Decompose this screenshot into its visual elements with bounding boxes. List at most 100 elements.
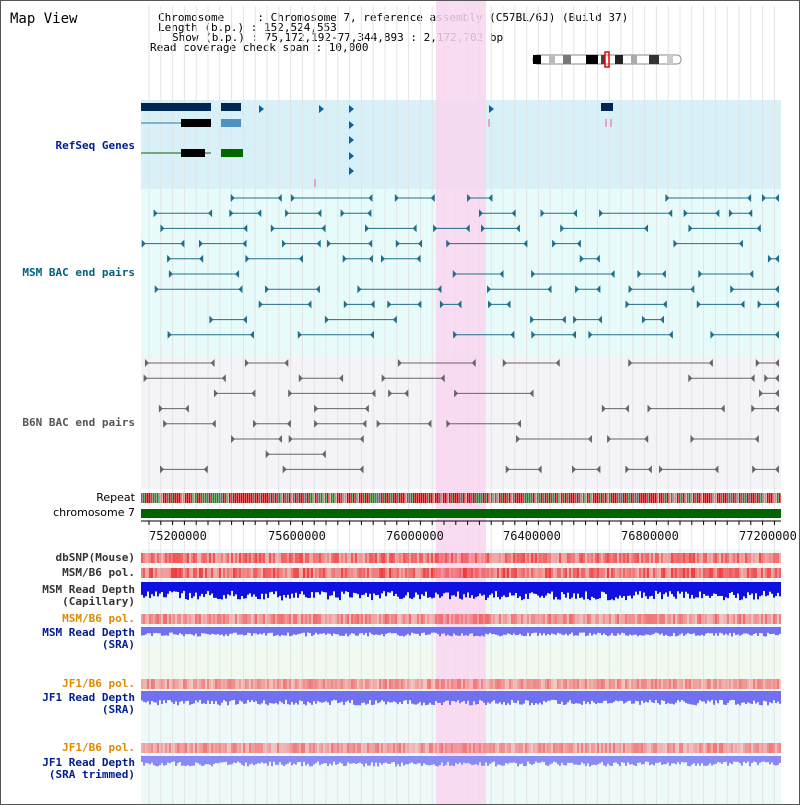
msm-sra-pol-heat <box>251 614 253 624</box>
jf1-pol2-heat <box>413 743 415 753</box>
track-label-b6n-bac[interactable]: B6N BAC end pairs <box>22 416 135 429</box>
track-label-repeat[interactable]: Repeat <box>96 491 135 504</box>
jf1-pol2-heat <box>445 743 447 753</box>
msm-sra-depth-bar <box>583 627 585 633</box>
repeat-feature <box>663 493 665 503</box>
msm-pol-heat <box>237 568 239 578</box>
track-label-refseq-genes[interactable]: RefSeq Genes <box>55 139 135 152</box>
jf1-pol2-heat <box>741 743 743 753</box>
jf1-pol2-heat <box>719 743 721 753</box>
msm-pol-heat <box>601 568 603 578</box>
track-label-dbsnp[interactable]: dbSNP(Mouse) <box>55 551 135 564</box>
msm-pol-heat <box>485 568 487 578</box>
jf1-pol-heat <box>257 679 259 689</box>
msm-pol-heat <box>249 568 251 578</box>
track-label-jf1-b6-pol-2[interactable]: JF1/B6 pol. <box>62 741 135 754</box>
jf1-pol2-heat <box>363 743 365 753</box>
jf1-trimmed-depth-bar <box>185 756 187 767</box>
msm-bac-pair-end <box>673 239 678 248</box>
msm-sra-depth-bar <box>763 627 765 637</box>
jf1-pol-heat <box>221 679 223 689</box>
dbsnp-heat <box>379 553 381 563</box>
msm-pol-heat <box>695 568 697 578</box>
msm-sra-depth-bar <box>589 627 591 633</box>
msm-sra-depth-bar <box>295 627 297 635</box>
repeat-feature <box>335 493 337 503</box>
dbsnp-heat <box>467 553 469 563</box>
repeat-feature <box>599 493 601 503</box>
dbsnp-heat <box>715 553 717 563</box>
jf1-pol2-heat <box>327 743 329 753</box>
dbsnp-heat <box>513 553 515 563</box>
msm-sra-pol-heat <box>305 614 307 624</box>
jf1-trimmed-depth-bar <box>383 756 385 764</box>
track-label-msm-read-depth-capillary[interactable]: MSM Read Depth (Capillary) <box>42 583 135 608</box>
track-label-msm-b6-pol-sra[interactable]: MSM/B6 pol. <box>62 612 135 625</box>
jf1-pol2-heat <box>325 743 327 753</box>
jf1-sra-depth-bar <box>453 691 455 702</box>
track-label-msm-bac[interactable]: MSM BAC end pairs <box>22 266 135 279</box>
msm-pol-heat <box>337 568 339 578</box>
msm-pol-heat <box>245 568 247 578</box>
msm-capillary-depth-bar <box>177 582 179 592</box>
track-label-jf1-read-depth-sra[interactable]: JF1 Read Depth (SRA) <box>42 691 135 716</box>
msm-capillary-depth-bar <box>547 582 549 594</box>
jf1-sra-depth-bar <box>735 691 737 705</box>
msm-sra-depth-bar <box>457 627 459 636</box>
jf1-pol2-heat <box>627 743 629 753</box>
msm-pol-heat <box>181 568 183 578</box>
jf1-trimmed-depth-bar <box>413 756 415 764</box>
jf1-trimmed-depth-bar <box>773 756 775 766</box>
jf1-pol-heat <box>685 679 687 689</box>
msm-capillary-depth-bar <box>435 582 437 593</box>
track-label-msm-read-depth-sra[interactable]: MSM Read Depth (SRA) <box>42 626 135 651</box>
dbsnp-heat <box>447 553 449 563</box>
jf1-sra-depth-bar <box>691 691 693 705</box>
track-label-msm-b6-pol[interactable]: MSM/B6 pol. <box>62 566 135 579</box>
track-label-jf1-read-depth-trimmed[interactable]: JF1 Read Depth (SRA trimmed) <box>42 756 135 781</box>
jf1-pol2-heat <box>289 743 291 753</box>
msm-sra-depth-bar <box>725 627 727 634</box>
dbsnp-heat <box>203 553 205 563</box>
dbsnp-heat <box>149 553 151 563</box>
jf1-pol-heat <box>297 679 299 689</box>
jf1-trimmed-depth-bar <box>575 756 577 765</box>
jf1-sra-depth-bar <box>173 691 175 705</box>
jf1-pol-heat <box>283 679 285 689</box>
msm-capillary-depth-bar <box>437 582 439 595</box>
msm-bac-pair-end <box>324 315 329 324</box>
msm-bac-pair-end <box>530 315 535 324</box>
jf1-sra-depth-bar <box>593 691 595 703</box>
msm-capillary-depth-bar <box>623 582 625 597</box>
msm-sra-pol-heat <box>529 614 531 624</box>
msm-capillary-depth-bar <box>659 582 661 593</box>
dbsnp-heat <box>215 553 217 563</box>
jf1-trimmed-depth-bar <box>737 756 739 762</box>
length-info: Length (b.p.) : 152,524,553 <box>158 21 337 34</box>
msm-sra-depth-bar <box>735 627 737 635</box>
msm-sra-pol-heat <box>211 614 213 624</box>
jf1-pol2-heat <box>305 743 307 753</box>
jf1-pol2-heat <box>563 743 565 753</box>
repeat-feature <box>397 493 399 503</box>
jf1-trimmed-depth-bar <box>645 756 647 762</box>
jf1-sra-depth-bar <box>431 691 433 705</box>
msm-capillary-depth-bar <box>485 582 487 601</box>
msm-pol-heat <box>345 568 347 578</box>
jf1-pol-heat <box>635 679 637 689</box>
jf1-pol2-heat <box>473 743 475 753</box>
msm-capillary-depth-bar <box>381 582 383 594</box>
repeat-feature <box>617 493 619 503</box>
msm-sra-pol-heat <box>611 614 613 624</box>
dbsnp-heat <box>145 553 147 563</box>
msm-pol-heat <box>471 568 473 578</box>
jf1-sra-depth-bar <box>475 691 477 705</box>
dbsnp-heat <box>321 553 323 563</box>
b6n-bac-pair-end <box>607 435 612 443</box>
msm-capillary-depth-bar <box>633 582 635 596</box>
msm-sra-pol-heat <box>455 614 457 624</box>
track-label-jf1-b6-pol[interactable]: JF1/B6 pol. <box>62 677 135 690</box>
dbsnp-heat <box>759 553 761 563</box>
jf1-sra-depth-bar <box>707 691 709 701</box>
